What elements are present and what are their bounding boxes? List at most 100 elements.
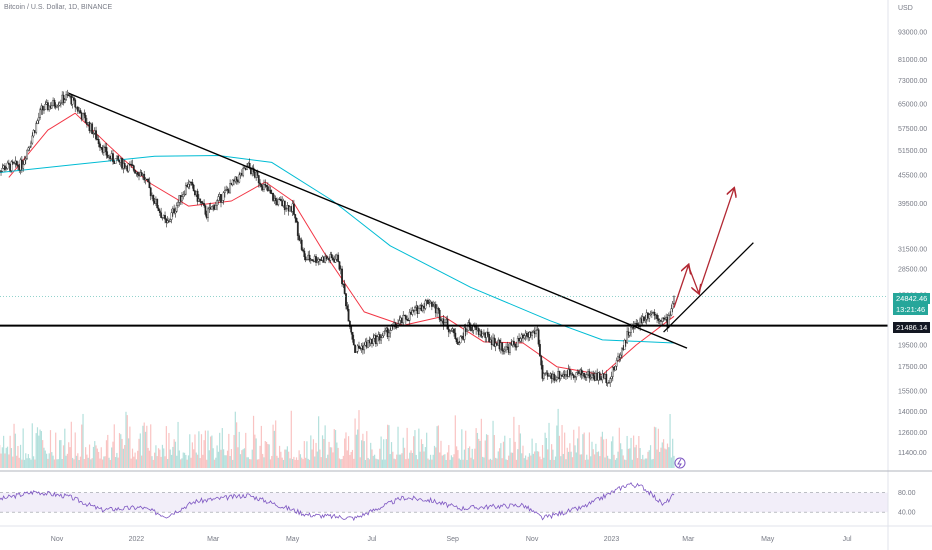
- volume-bar: [90, 459, 92, 468]
- candle-body: [621, 347, 623, 356]
- volume-bar: [138, 438, 140, 468]
- volume-bar: [8, 454, 10, 468]
- candle-body: [188, 181, 191, 185]
- volume-bar: [131, 448, 134, 468]
- volume-bar: [196, 454, 199, 468]
- volume-bar: [368, 459, 370, 468]
- candle-body: [156, 198, 159, 209]
- volume-bar: [157, 448, 160, 468]
- volume-bar: [617, 451, 619, 468]
- volume-bar: [206, 459, 208, 468]
- candle-body: [450, 330, 453, 332]
- candle-body: [181, 196, 183, 202]
- candle-body: [169, 219, 172, 222]
- volume-bar: [449, 459, 451, 468]
- volume-bar: [379, 448, 381, 468]
- volume-bar: [562, 453, 564, 468]
- y-tick-label: 11400.00: [898, 450, 927, 457]
- candle-body: [376, 336, 379, 345]
- volume-bar: [420, 439, 423, 468]
- candle-body: [112, 153, 114, 162]
- candle-body: [381, 335, 384, 338]
- candle-body: [7, 162, 10, 165]
- volume-bar: [651, 459, 653, 468]
- volume-bar: [359, 457, 361, 468]
- candle-body: [670, 308, 673, 316]
- candle-body: [127, 163, 130, 172]
- volume-bar: [446, 452, 449, 468]
- candle-body: [148, 181, 151, 189]
- volume-bar: [155, 445, 157, 468]
- volume-bar: [668, 447, 670, 468]
- candle-body: [41, 105, 44, 111]
- candle-body: [303, 250, 306, 258]
- volume-bar: [302, 459, 304, 468]
- volume-bar: [185, 454, 187, 468]
- rising-trendline: [663, 242, 754, 333]
- volume-bar: [376, 459, 378, 468]
- y-tick-label: 17500.00: [898, 364, 927, 371]
- volume-bar: [107, 434, 109, 468]
- volume-bar: [135, 459, 138, 468]
- y-tick-label: 28500.00: [898, 266, 927, 273]
- candle-body: [158, 210, 161, 213]
- candle-body: [161, 217, 164, 219]
- time-axis[interactable]: Nov 2022 Mar May Jul Sep Nov 2023 Mar May Jul: [51, 536, 852, 543]
- candle-body: [207, 208, 209, 218]
- candle-body: [630, 327, 632, 333]
- volume-bar: [375, 458, 377, 468]
- x-tick-label: Mar: [207, 536, 220, 543]
- volume-bar: [14, 433, 16, 468]
- candle-body: [143, 174, 146, 181]
- volume-bar: [385, 439, 387, 468]
- volume-bar: [636, 458, 639, 468]
- volume-bar: [642, 454, 644, 468]
- volume-bar: [331, 447, 333, 468]
- volume-bar: [70, 421, 72, 468]
- volume-bar: [653, 426, 656, 468]
- rsi-pane: 80.00 40.00: [0, 482, 916, 522]
- volume-bar: [278, 445, 281, 468]
- x-tick-label: Jul: [368, 536, 377, 543]
- volume-bar: [96, 448, 98, 468]
- volume-bar: [254, 434, 256, 468]
- volume-bar: [670, 457, 672, 468]
- candle-body: [454, 332, 457, 339]
- candle-body: [308, 254, 311, 261]
- candle-body: [404, 315, 407, 320]
- volume-bar: [247, 457, 249, 468]
- volume-bar: [79, 456, 82, 468]
- candle-body: [580, 369, 583, 376]
- volume-bar: [16, 455, 18, 468]
- candle-body: [414, 307, 416, 311]
- candle-body: [224, 189, 226, 193]
- volume-bar: [532, 453, 535, 468]
- volume-bar: [12, 456, 14, 468]
- volume-bar: [116, 452, 118, 468]
- volume-bar: [506, 459, 508, 468]
- candle-body: [386, 327, 389, 337]
- volume-bar: [21, 459, 23, 468]
- volume-bar: [276, 455, 278, 468]
- candle-body: [67, 94, 70, 96]
- volume-bar: [422, 443, 424, 468]
- volume-bar: [565, 459, 567, 468]
- drawing-annotations[interactable]: [0, 92, 888, 469]
- volume-bar: [600, 436, 602, 468]
- volume-bar: [545, 437, 548, 468]
- volume-bar: [281, 457, 283, 468]
- volume-bar: [561, 425, 563, 468]
- volume-bar: [293, 456, 295, 468]
- volume-bar: [290, 410, 292, 468]
- volume-bar: [409, 452, 411, 468]
- volume-bar: [202, 454, 204, 468]
- volume-bar: [660, 447, 662, 468]
- volume-bar: [169, 449, 171, 468]
- volume-bar: [324, 425, 326, 468]
- volume-bar: [57, 459, 59, 468]
- volume-bar: [629, 448, 631, 468]
- volume-bar: [552, 449, 554, 468]
- candle-body: [242, 168, 245, 176]
- volume-bar: [604, 457, 606, 468]
